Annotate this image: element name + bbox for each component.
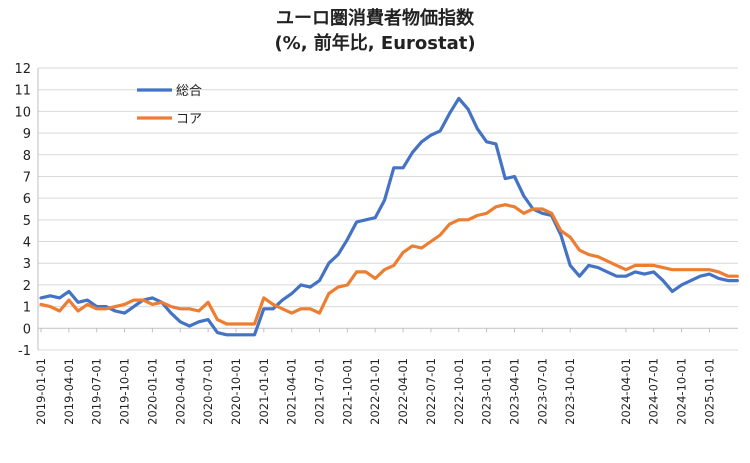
chart-title: ユーロ圏消費者物価指数 bbox=[276, 8, 474, 29]
x-tick-label: 2020-01-01 bbox=[145, 358, 159, 425]
y-tick-label: 0 bbox=[23, 322, 31, 337]
y-tick-label: -1 bbox=[18, 344, 31, 359]
x-tick-label: 2023-04-01 bbox=[507, 358, 521, 425]
legend-label: 総合 bbox=[176, 84, 202, 99]
x-tick-label: 2022-10-01 bbox=[452, 358, 466, 425]
axes bbox=[37, 68, 738, 350]
x-tick-label: 2022-01-01 bbox=[368, 358, 382, 425]
x-tick-label: 2022-04-01 bbox=[396, 358, 410, 425]
y-tick-label: 2 bbox=[23, 279, 31, 294]
legend-label: コア bbox=[176, 112, 202, 127]
x-tick-label: 2021-04-01 bbox=[285, 358, 299, 425]
y-tick-label: 4 bbox=[23, 236, 31, 251]
x-tick-label: 2023-10-01 bbox=[563, 358, 577, 425]
y-tick-label: 1 bbox=[23, 301, 31, 316]
y-tick-label: 8 bbox=[23, 149, 31, 164]
series-lines bbox=[39, 96, 739, 337]
x-tick-label: 2025-01-01 bbox=[702, 358, 716, 425]
x-tick-label: 2019-10-01 bbox=[118, 358, 132, 425]
y-tick-label: 9 bbox=[23, 127, 31, 142]
x-tick-label: 2023-07-01 bbox=[535, 358, 549, 425]
series-line-headline bbox=[39, 96, 739, 337]
gridlines bbox=[38, 67, 738, 351]
chart-subtitle: (%, 前年比, Eurostat) bbox=[274, 33, 476, 54]
series-line-core bbox=[39, 203, 739, 326]
y-tick-label: 12 bbox=[14, 62, 31, 77]
x-tick-label: 2024-10-01 bbox=[675, 358, 689, 425]
y-tick-label: 6 bbox=[23, 192, 31, 207]
x-tick-label: 2021-10-01 bbox=[340, 358, 354, 425]
y-tick-label: 7 bbox=[23, 170, 31, 185]
x-tick-label: 2023-01-01 bbox=[480, 358, 494, 425]
y-tick-label: 11 bbox=[14, 84, 31, 99]
x-tick-labels: 2019-01-01 2019-04-01 2019-07-01 2019-10-01… bbox=[34, 358, 716, 425]
chart-title-block: ユーロ圏消費者物価指数 (%, 前年比, Eurostat) bbox=[0, 6, 750, 56]
x-tick-label: 2021-07-01 bbox=[313, 358, 327, 425]
x-tick-label: 2022-07-01 bbox=[424, 358, 438, 425]
x-tick-label: 2024-07-01 bbox=[647, 358, 661, 425]
x-tick-label: 2020-07-01 bbox=[201, 358, 215, 425]
x-tick-label: 2020-04-01 bbox=[173, 358, 187, 425]
y-tick-label: 10 bbox=[14, 105, 31, 120]
y-tick-label: 3 bbox=[23, 257, 31, 272]
x-tick-label: 2020-10-01 bbox=[229, 358, 243, 425]
x-tick-label: 2019-04-01 bbox=[62, 358, 76, 425]
x-tick-label: 2019-01-01 bbox=[34, 358, 48, 425]
x-tick-label: 2024-04-01 bbox=[619, 358, 633, 425]
x-tick-label: 2021-01-01 bbox=[257, 358, 271, 425]
y-tick-label: 5 bbox=[23, 214, 31, 229]
x-tick-label: 2019-07-01 bbox=[90, 358, 104, 425]
